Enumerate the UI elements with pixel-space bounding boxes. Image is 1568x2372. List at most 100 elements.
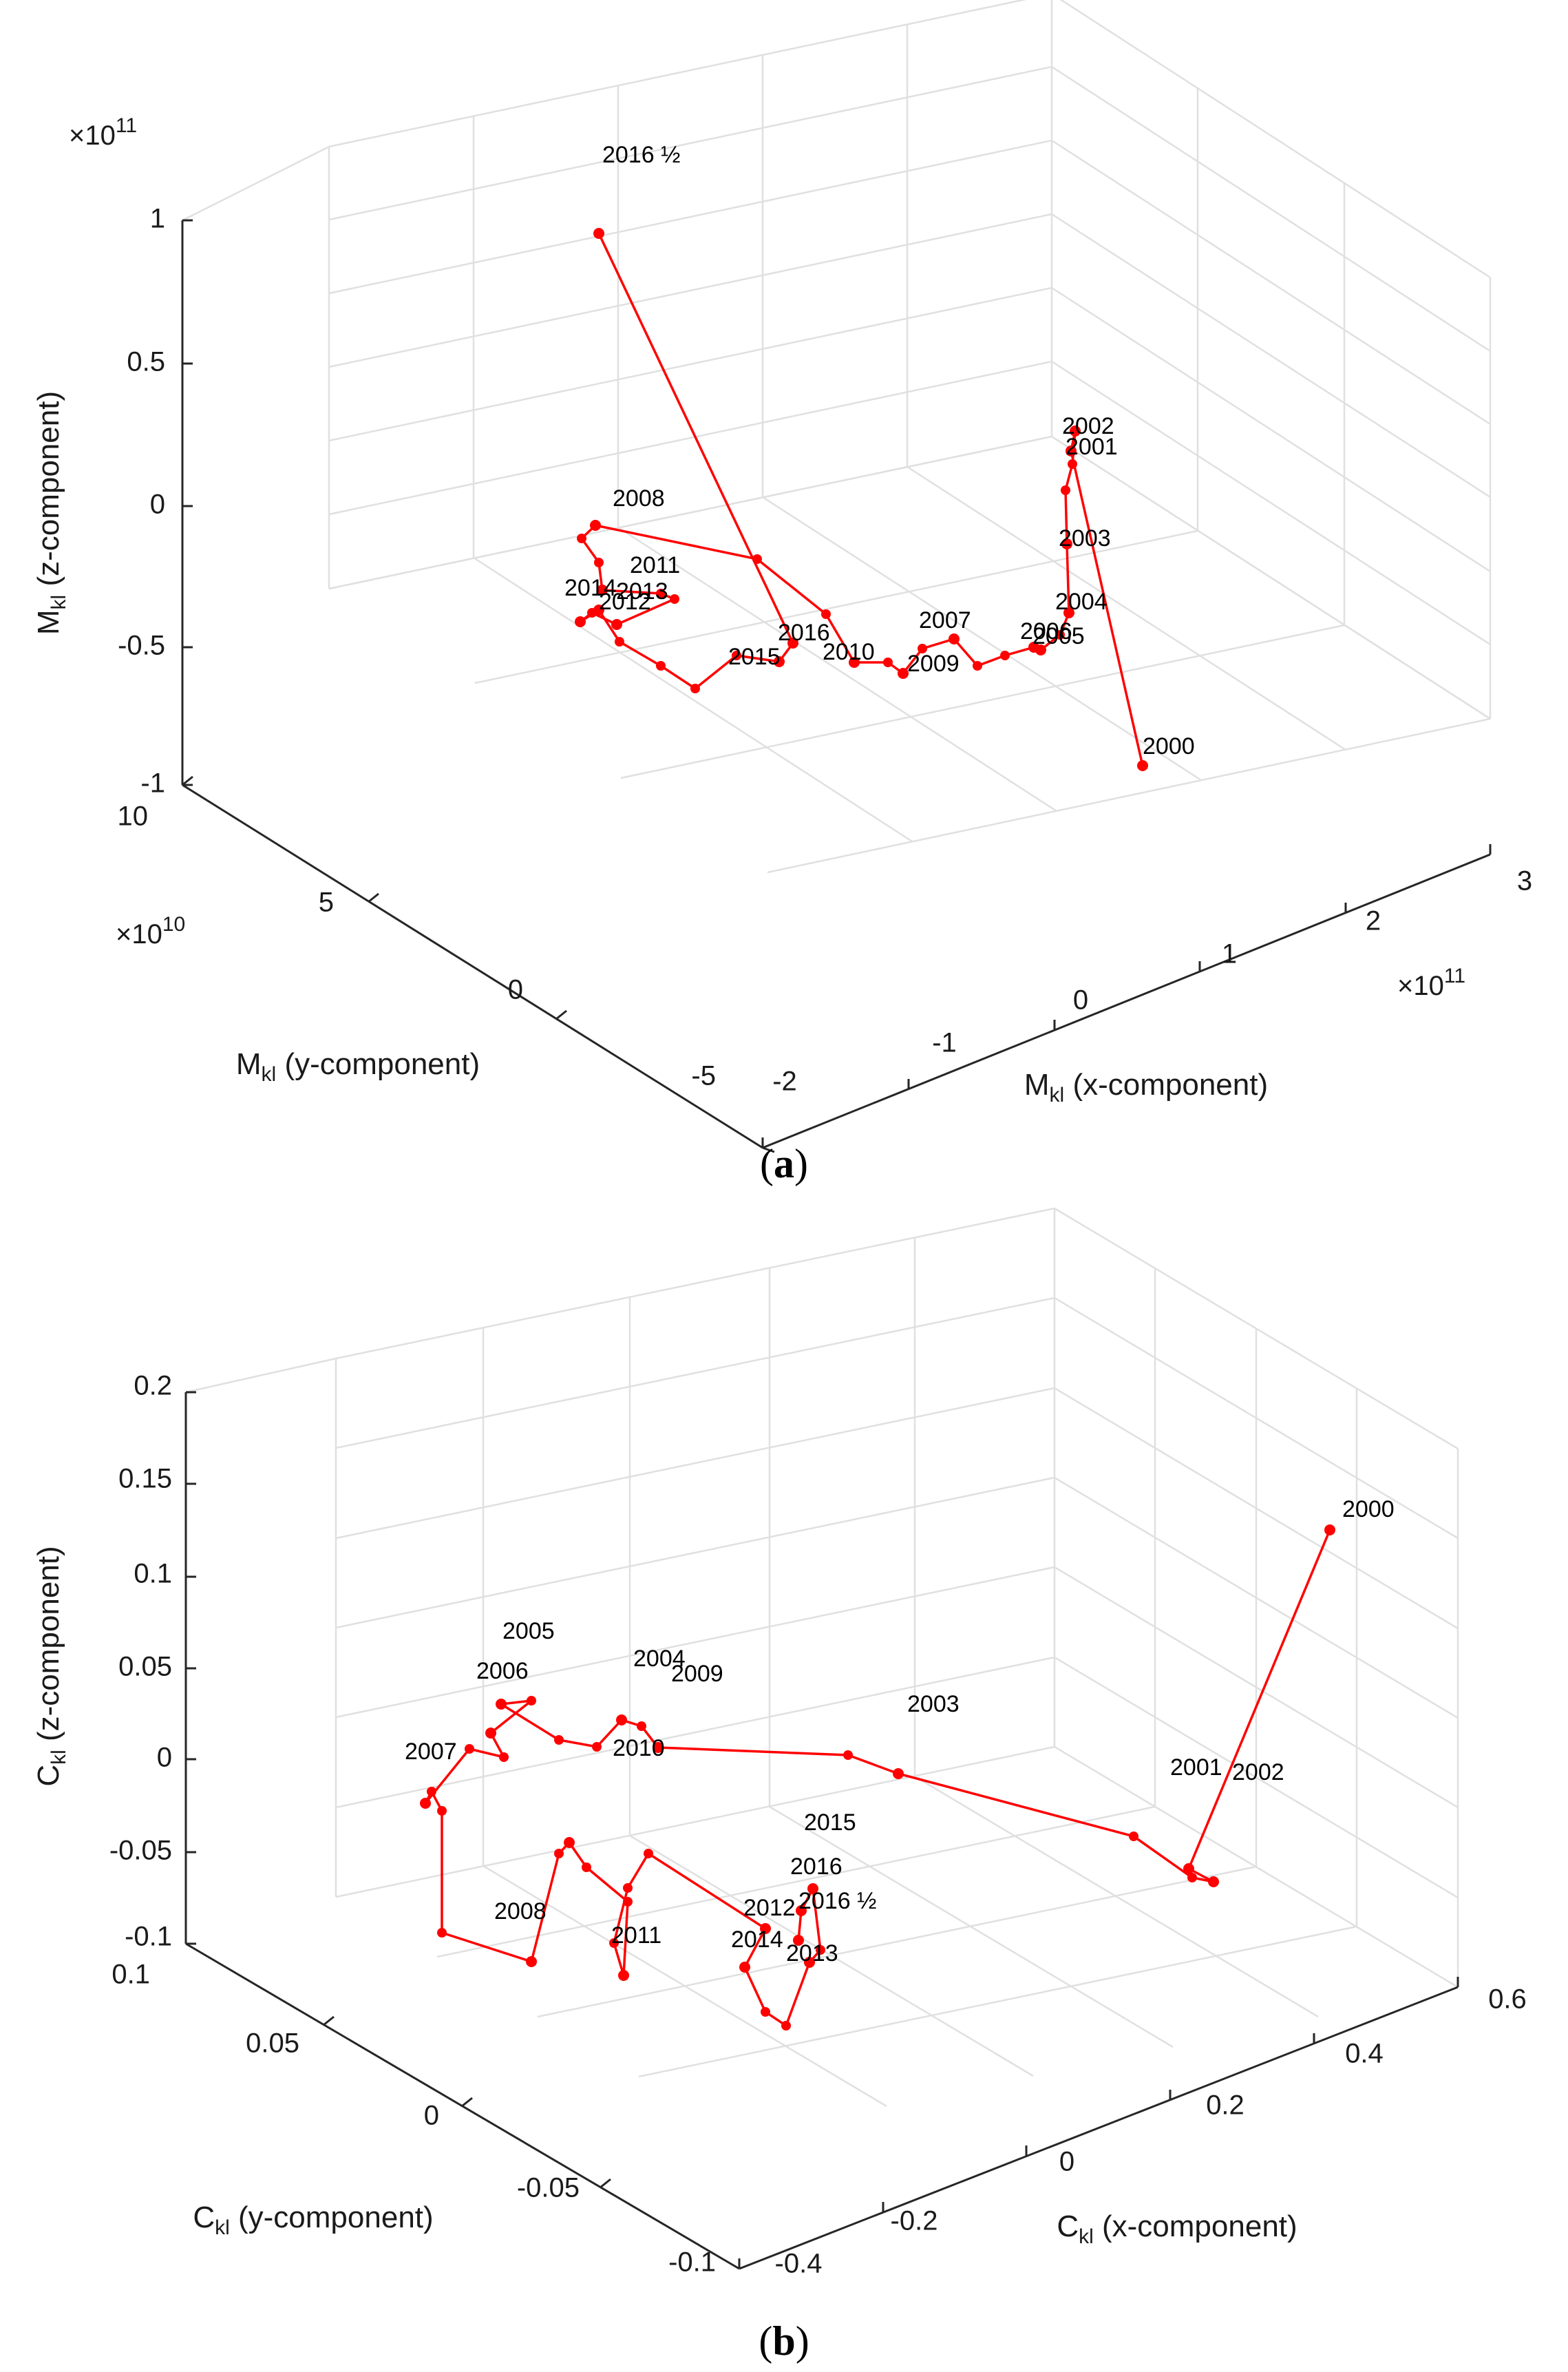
year-label: 2016 <box>790 1854 843 1880</box>
year-label: 2016 ½ <box>798 1888 876 1914</box>
z-tick-label: -0.5 <box>118 631 165 661</box>
year-label: 2011 <box>611 1922 661 1949</box>
panel-b-grid <box>185 1207 1459 2108</box>
year-point-2016 <box>787 638 798 649</box>
panel-a-axes <box>181 220 1491 1149</box>
x-tick-label: 0.6 <box>1488 1984 1527 2015</box>
year-point-2000 <box>1137 760 1148 771</box>
year-label: 2010 <box>613 1735 665 1761</box>
year-point-2001 <box>1066 445 1077 456</box>
x-tick-label: -0.4 <box>775 2249 823 2279</box>
panel-a-ticks <box>182 219 1492 1153</box>
year-point-2016 <box>793 1935 804 1946</box>
data-point <box>554 1735 564 1745</box>
data-point <box>816 1945 825 1955</box>
data-point <box>761 2007 770 2017</box>
panel-a-year-labels: 2016 ½ 2008 2011 2014 2013 2012 2016 201… <box>564 142 1195 759</box>
year-point-2004 <box>1063 607 1074 618</box>
year-label: 2008 <box>613 485 665 512</box>
y-axis-label: Mkl (y-component) <box>236 1047 480 1086</box>
y-tick-label: 0 <box>424 2101 439 2131</box>
year-label: 2013 <box>616 578 668 605</box>
panel-b-tick-labels: 0.2 0.15 0.1 0.05 0 -0.05 -0.1 0.1 0.05 … <box>109 1371 1527 2279</box>
year-label: 2009 <box>907 651 960 677</box>
year-point-2006 <box>485 1728 496 1739</box>
year-point-2004 <box>616 1714 627 1725</box>
year-label: 2012 <box>599 589 651 615</box>
year-point-2010 <box>849 657 860 668</box>
panel-b-plot: 0.2 0.15 0.1 0.05 0 -0.05 -0.1 0.1 0.05 … <box>32 1207 1527 2279</box>
trajectory-line <box>579 233 1144 766</box>
x-axis-label: Mkl (x-component) <box>1024 1068 1268 1106</box>
z-axis-label: Ckl (z-component) <box>32 1546 70 1786</box>
year-label: 2001 <box>1170 1754 1222 1781</box>
year-label: 2006 <box>476 1658 529 1684</box>
year-point-2011 <box>618 1970 629 1981</box>
data-point <box>465 1744 474 1754</box>
x-tick-label: -1 <box>932 1028 957 1058</box>
year-label: 2005 <box>1032 623 1085 649</box>
data-point <box>527 1696 536 1705</box>
year-label: 2015 <box>804 1809 856 1836</box>
panel-b-ticks <box>186 1391 1459 2269</box>
year-label: 2012 <box>743 1895 796 1921</box>
y-tick-label: -5 <box>691 1061 716 1091</box>
data-point <box>656 661 666 671</box>
data-point <box>1061 485 1070 495</box>
year-label: 2015 <box>728 644 781 670</box>
data-point <box>843 1750 853 1760</box>
x-tick-label: 0.2 <box>1206 2090 1244 2121</box>
y-tick-label: 0.1 <box>112 1960 150 1990</box>
data-point <box>615 637 624 647</box>
z-tick-label: -0.1 <box>125 1922 172 1952</box>
data-point <box>821 609 831 619</box>
year-point-2010 <box>564 1837 575 1848</box>
y-tick-label: 0 <box>508 975 523 1005</box>
year-point-2007 <box>949 633 960 644</box>
year-point-2016 <box>593 228 604 239</box>
year-point-2002 <box>1208 1876 1219 1887</box>
year-point-2012 <box>611 619 622 630</box>
year-point-2008 <box>590 520 601 531</box>
year-label: 2010 <box>823 639 875 665</box>
y-tick-label: 0.05 <box>246 2028 299 2059</box>
data-point <box>623 1883 633 1893</box>
year-point-2008 <box>526 1956 537 1967</box>
z-tick-label: 0 <box>150 490 165 520</box>
year-label: 2007 <box>919 607 971 633</box>
year-label: 2016 ½ <box>602 142 680 168</box>
data-point <box>577 534 586 543</box>
z-tick-label: 0.5 <box>127 347 165 377</box>
year-point-2001 <box>1183 1863 1194 1874</box>
year-point-2003 <box>1061 538 1072 549</box>
z-tick-label: 0.15 <box>118 1464 172 1494</box>
year-point-2007 <box>420 1798 431 1809</box>
year-point-2013 <box>593 605 604 616</box>
data-point <box>1000 651 1010 660</box>
data-point <box>732 651 741 660</box>
panel-b-trace <box>420 1524 1335 2030</box>
z-tick-label: -1 <box>140 768 165 799</box>
caption-a: (a) <box>760 1141 808 1186</box>
year-label: 2009 <box>671 1661 723 1687</box>
year-point-2005 <box>496 1699 507 1710</box>
x-tick-label: -0.2 <box>891 2206 938 2236</box>
data-point <box>594 558 604 567</box>
y-exponent: ×1010 <box>116 913 185 949</box>
data-point <box>883 658 893 667</box>
x-axis-label: Ckl (x-component) <box>1057 2210 1297 2248</box>
y-tick-label: -0.1 <box>668 2247 716 2278</box>
panel-a-plot: 1 0.5 0 -0.5 -1 10 5 0 -5 -2 -1 0 1 2 3 … <box>32 0 1532 1153</box>
year-point-2016 <box>796 1905 807 1916</box>
year-label: 2003 <box>1059 525 1111 552</box>
panel-b-year-labels: 2000 2001 2002 2003 2009 2004 2005 2006 … <box>405 1496 1395 1966</box>
y-tick-label: 5 <box>319 888 334 918</box>
year-label: 2005 <box>502 1618 555 1644</box>
year-point-2014 <box>575 616 586 627</box>
y-tick-label: -0.05 <box>517 2173 580 2203</box>
year-label: 2003 <box>907 1691 960 1717</box>
year-label: 2002 <box>1232 1759 1284 1785</box>
x-tick-label: 0.4 <box>1345 2039 1384 2069</box>
year-point-2006 <box>1028 642 1039 653</box>
y-tick-label: 10 <box>118 801 149 832</box>
